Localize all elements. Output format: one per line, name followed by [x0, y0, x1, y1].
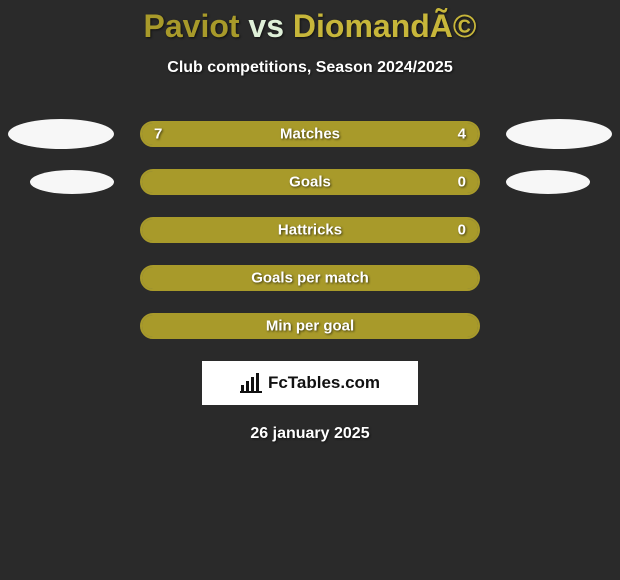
brand-box[interactable]: FcTables.com — [202, 361, 418, 405]
team-logo-left — [8, 119, 114, 149]
stat-value-right: 0 — [458, 222, 466, 239]
date-label: 26 january 2025 — [0, 425, 620, 443]
stat-value-right: 0 — [458, 174, 466, 191]
player1-name: Paviot — [144, 8, 240, 44]
stat-row: Hattricks 0 — [0, 217, 620, 243]
stat-label: Goals — [289, 174, 331, 191]
team-logo-left — [30, 170, 114, 194]
stat-row: 7 Matches 4 — [0, 121, 620, 147]
stat-bar: Min per goal — [140, 313, 480, 339]
team-logo-right — [506, 119, 612, 149]
stat-label: Matches — [280, 126, 340, 143]
stat-bar: Hattricks 0 — [140, 217, 480, 243]
vs-label: vs — [248, 8, 284, 44]
page-title: Paviot vs DiomandÃ© — [0, 0, 620, 45]
stat-label: Goals per match — [251, 270, 369, 287]
stat-value-left: 7 — [154, 126, 162, 143]
stat-row: Goals per match — [0, 265, 620, 291]
subtitle: Club competitions, Season 2024/2025 — [0, 59, 620, 77]
brand-text: FcTables.com — [268, 373, 380, 393]
stat-label: Hattricks — [278, 222, 342, 239]
team-logo-right — [506, 170, 590, 194]
stat-bar: Goals 0 — [140, 169, 480, 195]
stat-row: Goals 0 — [0, 169, 620, 195]
player2-name: DiomandÃ© — [293, 8, 477, 44]
stat-row: Min per goal — [0, 313, 620, 339]
stat-bar: Goals per match — [140, 265, 480, 291]
stat-bar: 7 Matches 4 — [140, 121, 480, 147]
stat-label: Min per goal — [266, 318, 354, 335]
stat-value-right: 4 — [458, 126, 466, 143]
stats-container: 7 Matches 4 Goals 0 Hattricks 0 — [0, 121, 620, 339]
bar-chart-icon — [240, 373, 262, 393]
